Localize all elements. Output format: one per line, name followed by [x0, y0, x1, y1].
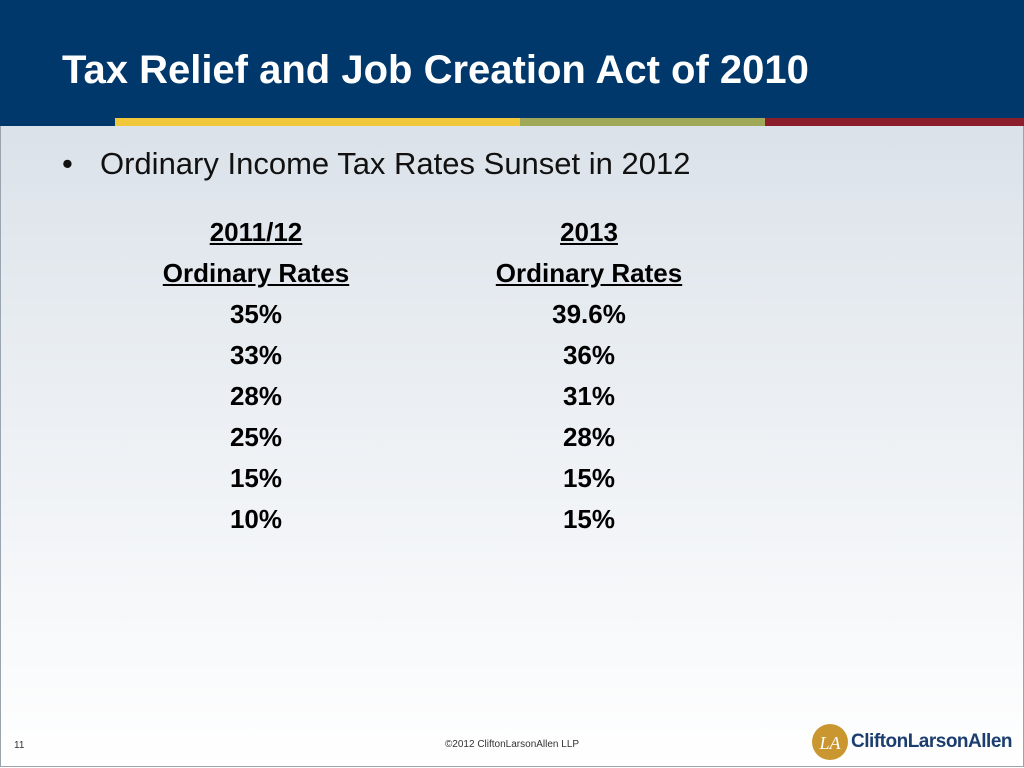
column-header-label: Ordinary Rates	[162, 258, 350, 288]
stripe-segment-green	[520, 118, 765, 126]
rate-value: 25%	[229, 422, 283, 452]
column-header-year: 2013	[560, 217, 618, 247]
rate-value: 33%	[229, 340, 283, 370]
stripe-segment-navy	[0, 118, 115, 126]
bullet-glyph: •	[62, 146, 73, 181]
logo-emblem-icon: LA	[812, 724, 849, 760]
logo-wordmark: CliftonLarsonAllen	[851, 731, 1012, 752]
column-header-year: 2011/12	[209, 217, 303, 247]
company-logo: LA CliftonLarsonAllen	[811, 722, 1012, 762]
rate-value: 28%	[562, 422, 616, 452]
stripe-segment-yellow	[115, 118, 520, 126]
rate-value: 36%	[562, 340, 616, 370]
column-header-label: Ordinary Rates	[495, 258, 683, 288]
stripe-segment-red	[765, 118, 1024, 126]
copyright-notice: ©2012 CliftonLarsonAllen LLP	[444, 739, 580, 750]
rate-value: 31%	[562, 381, 616, 411]
rate-value: 28%	[229, 381, 283, 411]
rate-value: 39.6%	[552, 299, 626, 329]
bullet-item: • Ordinary Income Tax Rates Sunset in 201…	[62, 146, 690, 182]
slide-header: Tax Relief and Job Creation Act of 2010	[0, 0, 1024, 120]
bullet-text: Ordinary Income Tax Rates Sunset in 2012	[100, 146, 691, 181]
rate-value: 10%	[229, 504, 283, 534]
rate-value: 35%	[229, 299, 283, 329]
rates-column-2013: 2013 Ordinary Rates 39.6% 36% 31% 28% 15…	[429, 212, 749, 540]
accent-stripe	[0, 118, 1024, 126]
rate-value: 15%	[562, 463, 616, 493]
rates-column-2011-12: 2011/12 Ordinary Rates 35% 33% 28% 25% 1…	[96, 212, 416, 540]
rate-value: 15%	[562, 504, 616, 534]
logo-initials: LA	[819, 733, 842, 753]
page-number: 11	[14, 740, 25, 751]
slide-title: Tax Relief and Job Creation Act of 2010	[62, 48, 809, 92]
rate-value: 15%	[229, 463, 283, 493]
